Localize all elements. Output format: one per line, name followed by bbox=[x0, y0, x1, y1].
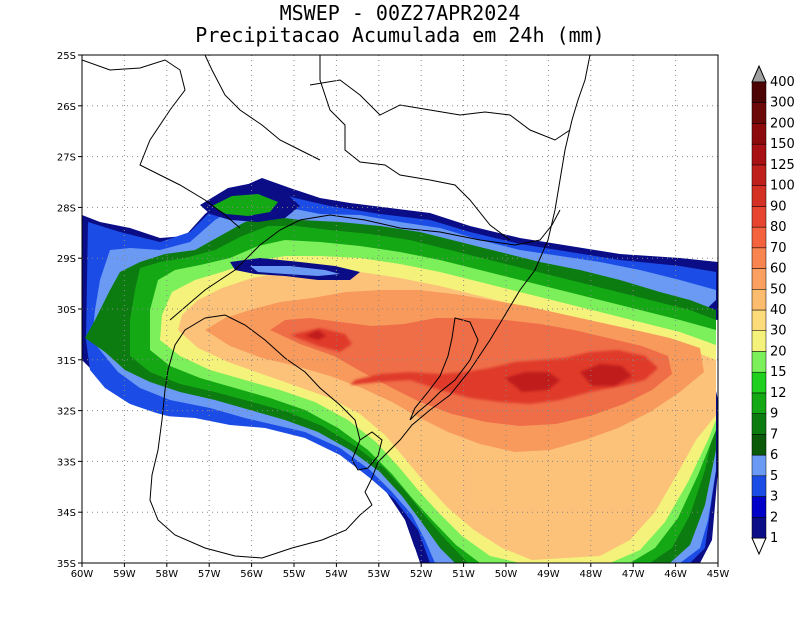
colorbar-swatch bbox=[751, 268, 767, 290]
lon-tick-label: 59W bbox=[113, 569, 136, 580]
colorbar-swatch bbox=[751, 517, 767, 539]
lat-tick-label: 32S bbox=[57, 407, 76, 418]
lon-tick-label: 52W bbox=[410, 569, 433, 580]
boundaries bbox=[82, 55, 591, 559]
colorbar-swatch bbox=[751, 206, 767, 228]
colorbar-swatch bbox=[751, 143, 767, 166]
lon-tick-label: 48W bbox=[579, 569, 602, 580]
colorbar-label: 150 bbox=[770, 137, 795, 152]
border-rs-uruguay bbox=[204, 314, 361, 441]
colorbar-label: 1 bbox=[770, 531, 778, 546]
border-argentina-misiones bbox=[82, 59, 241, 229]
lat-tick-label: 33S bbox=[57, 457, 76, 468]
colorbar-swatch bbox=[751, 371, 767, 394]
lat-tick-label: 34S bbox=[57, 508, 76, 519]
map-title: MSWEP - 00Z27APR2024 bbox=[279, 1, 521, 25]
colorbar-swatch bbox=[751, 413, 767, 435]
colorbar-swatch bbox=[751, 392, 767, 414]
colorbar-label: 9 bbox=[770, 407, 778, 422]
colorbar-min-arrow bbox=[751, 537, 767, 556]
latitude-ticks: 25S 26S 27S 28S 29S 30S 31S 32S 33S 34S 35S bbox=[57, 51, 82, 570]
colorbar-label: 6 bbox=[770, 448, 778, 463]
lat-tick-label: 28S bbox=[57, 203, 76, 214]
lat-tick-label: 25S bbox=[57, 51, 76, 62]
colorbar-swatch bbox=[751, 102, 767, 124]
lon-tick-label: 53W bbox=[367, 569, 390, 580]
border-paraguay bbox=[204, 55, 321, 161]
colorbar-label: 70 bbox=[770, 241, 787, 256]
lagoa-dos-patos bbox=[409, 317, 479, 421]
colorbar-label: 7 bbox=[770, 427, 778, 442]
colorbar: 1235679121520304050607080901001251502003… bbox=[751, 64, 795, 556]
colorbar-swatch bbox=[751, 475, 767, 497]
dry-area-north bbox=[82, 55, 718, 258]
colorbar-label: 90 bbox=[770, 199, 787, 214]
colorbar-label: 50 bbox=[770, 282, 787, 297]
lagoa-mirim bbox=[351, 431, 383, 471]
lon-tick-label: 47W bbox=[622, 569, 645, 580]
lat-tick-label: 26S bbox=[57, 102, 76, 113]
lat-tick-label: 30S bbox=[57, 305, 76, 316]
colorbar-swatch bbox=[751, 351, 767, 373]
border-sc-pr bbox=[309, 79, 571, 141]
colorbar-swatch bbox=[751, 309, 767, 331]
lat-tick-label: 35S bbox=[57, 559, 76, 570]
colorbar-label: 80 bbox=[770, 220, 787, 235]
lon-tick-label: 50W bbox=[495, 569, 518, 580]
colorbar-swatch bbox=[751, 247, 767, 269]
colorbar-label: 3 bbox=[770, 490, 778, 505]
precip-band-100mm bbox=[290, 328, 658, 404]
colorbar-label: 40 bbox=[770, 303, 787, 318]
coastline bbox=[364, 55, 591, 506]
border-brazil-interior bbox=[319, 55, 511, 241]
precipitation-field bbox=[82, 55, 718, 563]
lon-tick-label: 60W bbox=[71, 569, 94, 580]
colorbar-label: 125 bbox=[770, 158, 795, 173]
lon-tick-label: 51W bbox=[452, 569, 475, 580]
colorbar-label: 15 bbox=[770, 365, 787, 380]
lon-tick-label: 55W bbox=[283, 569, 306, 580]
longitude-ticks: 60W 59W 58W 57W 56W 55W 54W 53W 52W 51W 50W 49W 48W 4… bbox=[71, 563, 730, 580]
lon-tick-label: 45W bbox=[707, 569, 730, 580]
precip-streak-north-green bbox=[212, 194, 278, 216]
lat-tick-label: 31S bbox=[57, 356, 76, 367]
colorbar-label: 60 bbox=[770, 262, 787, 277]
colorbar-swatch bbox=[751, 496, 767, 518]
colorbar-label: 400 bbox=[770, 75, 795, 90]
lon-tick-label: 46W bbox=[664, 569, 687, 580]
colorbar-swatch bbox=[751, 164, 767, 186]
colorbar-swatch bbox=[751, 330, 767, 352]
lat-tick-label: 27S bbox=[57, 153, 76, 164]
colorbar-swatch bbox=[751, 185, 767, 207]
map-grid bbox=[82, 55, 718, 563]
map-subtitle: Precipitacao Acumulada em 24h (mm) bbox=[195, 23, 605, 47]
precip-streak-interior-blue bbox=[250, 266, 340, 276]
lon-tick-label: 56W bbox=[240, 569, 263, 580]
colorbar-swatch bbox=[751, 454, 767, 477]
colorbar-swatch bbox=[751, 289, 767, 311]
precip-band-125mm bbox=[305, 330, 632, 392]
dry-area-southwest bbox=[82, 370, 420, 563]
lon-tick-label: 57W bbox=[198, 569, 221, 580]
colorbar-label: 12 bbox=[770, 386, 787, 401]
colorbar-label: 2 bbox=[770, 510, 778, 525]
colorbar-max-arrow bbox=[751, 64, 767, 83]
border-rs-sc bbox=[169, 209, 561, 321]
colorbar-label: 200 bbox=[770, 116, 795, 131]
colorbar-swatch bbox=[751, 123, 767, 145]
colorbar-label: 30 bbox=[770, 324, 787, 339]
colorbar-label: 300 bbox=[770, 96, 795, 111]
border-uruguay-argentina bbox=[149, 317, 373, 559]
lat-tick-label: 29S bbox=[57, 254, 76, 265]
colorbar-swatch bbox=[751, 434, 767, 456]
colorbar-label: 100 bbox=[770, 179, 795, 194]
lon-tick-label: 54W bbox=[325, 569, 348, 580]
colorbar-swatch bbox=[751, 81, 767, 103]
colorbar-label: 20 bbox=[770, 344, 787, 359]
lon-tick-label: 49W bbox=[537, 569, 560, 580]
colorbar-label: 5 bbox=[770, 469, 778, 484]
colorbar-swatch bbox=[751, 226, 767, 249]
lon-tick-label: 58W bbox=[155, 569, 178, 580]
